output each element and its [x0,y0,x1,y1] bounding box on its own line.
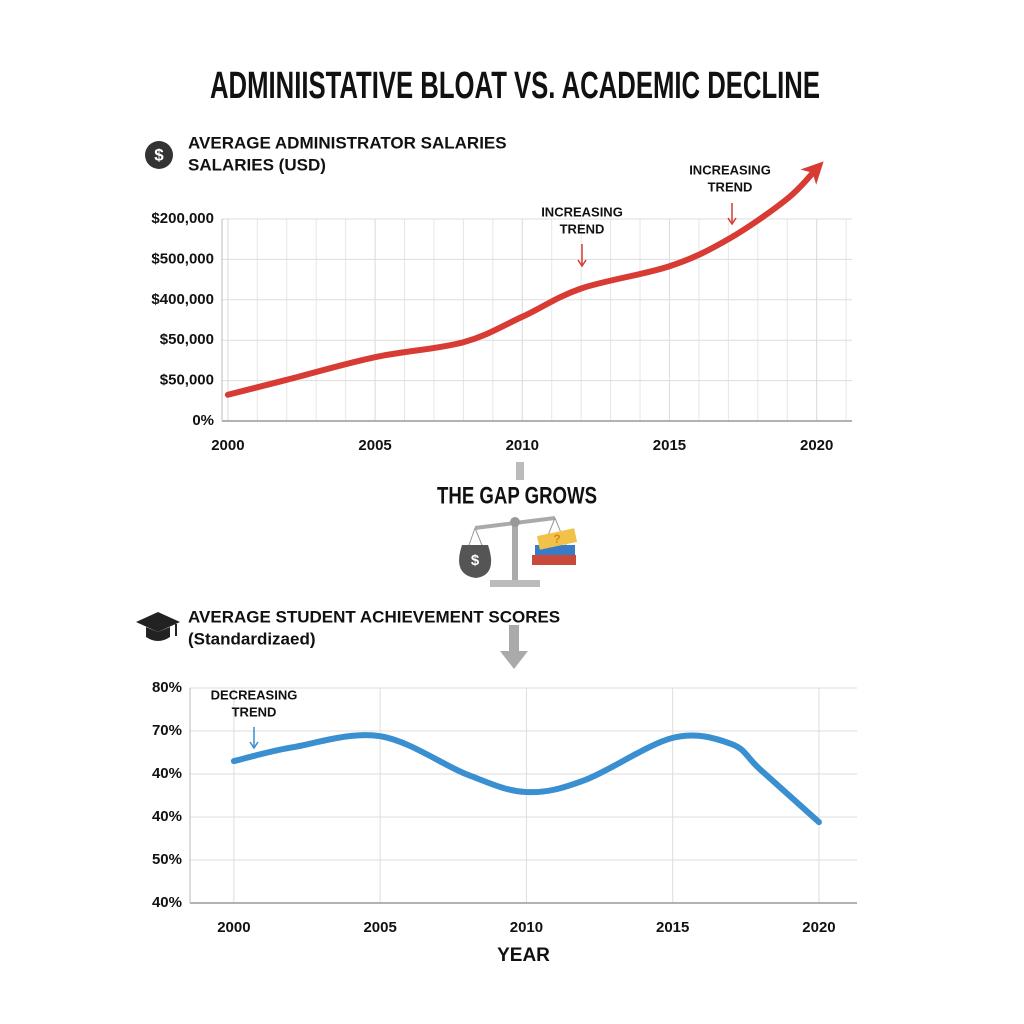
gap-text: THE GAP GROWS [437,482,597,509]
svg-text:$: $ [471,552,480,569]
chart-subtitle: AVERAGE ADMINISTRATOR SALARIES [188,133,507,152]
annotation-arrow-head [249,741,259,750]
annotation-arrow-head [577,259,587,268]
x-tick-label: 2000 [211,437,244,454]
x-tick-label: 2015 [653,437,686,454]
chart-subtitle: AVERAGE STUDENT ACHIEVEMENT SCORES [188,607,560,626]
annotation-arrow-head [727,217,737,226]
y-tick-label: 0% [192,412,214,429]
graduation-cap-icon [136,612,180,641]
y-tick-label: $200,000 [151,210,214,227]
chart-subtitle: SALARIES (USD) [188,155,326,174]
y-tick-label: 80% [152,679,182,696]
annotation: INCREASING [541,204,623,219]
line-series [230,732,822,826]
dollar-icon: $ [145,141,173,169]
y-tick-label: $50,000 [160,372,214,389]
x-axis-label: YEAR [497,945,550,966]
line-series [224,165,820,398]
y-tick-label: 40% [152,894,182,911]
arrow-head [800,161,824,185]
y-tick-label: 40% [152,808,182,825]
x-tick-label: 2010 [506,437,539,454]
x-tick-label: 2000 [217,919,250,936]
x-tick-label: 2005 [363,919,396,936]
y-tick-label: $50,000 [160,331,214,348]
x-tick-label: 2010 [510,919,543,936]
page-title: ADMINIISTATIVE BLOAT VS. ACADEMIC DECLIN… [210,65,820,107]
y-tick-label: $400,000 [151,291,214,308]
annotation: TREND [560,221,605,236]
annotation: TREND [708,179,753,194]
x-tick-label: 2015 [656,919,689,936]
x-tick-label: 2005 [358,437,391,454]
y-tick-label: 40% [152,765,182,782]
chart: AVERAGE STUDENT ACHIEVEMENT SCORES (Stand… [152,607,857,966]
svg-text:$: $ [154,145,164,164]
annotation: DECREASING [211,687,298,702]
chart-subtitle: (Standardizaed) [188,629,316,648]
x-tick-label: 2020 [800,437,833,454]
annotation: INCREASING [689,162,771,177]
x-tick-label: 2020 [802,919,835,936]
svg-text:?: ? [553,532,560,546]
y-tick-label: 50% [152,851,182,868]
chart: AVERAGE ADMINISTRATOR SALARIES SALARIES (… [151,133,852,454]
annotation: TREND [232,704,277,719]
gap-illustration: THE GAP GROWS $ ? [437,462,597,669]
y-tick-label: 70% [152,722,182,739]
y-tick-label: $500,000 [151,250,214,267]
